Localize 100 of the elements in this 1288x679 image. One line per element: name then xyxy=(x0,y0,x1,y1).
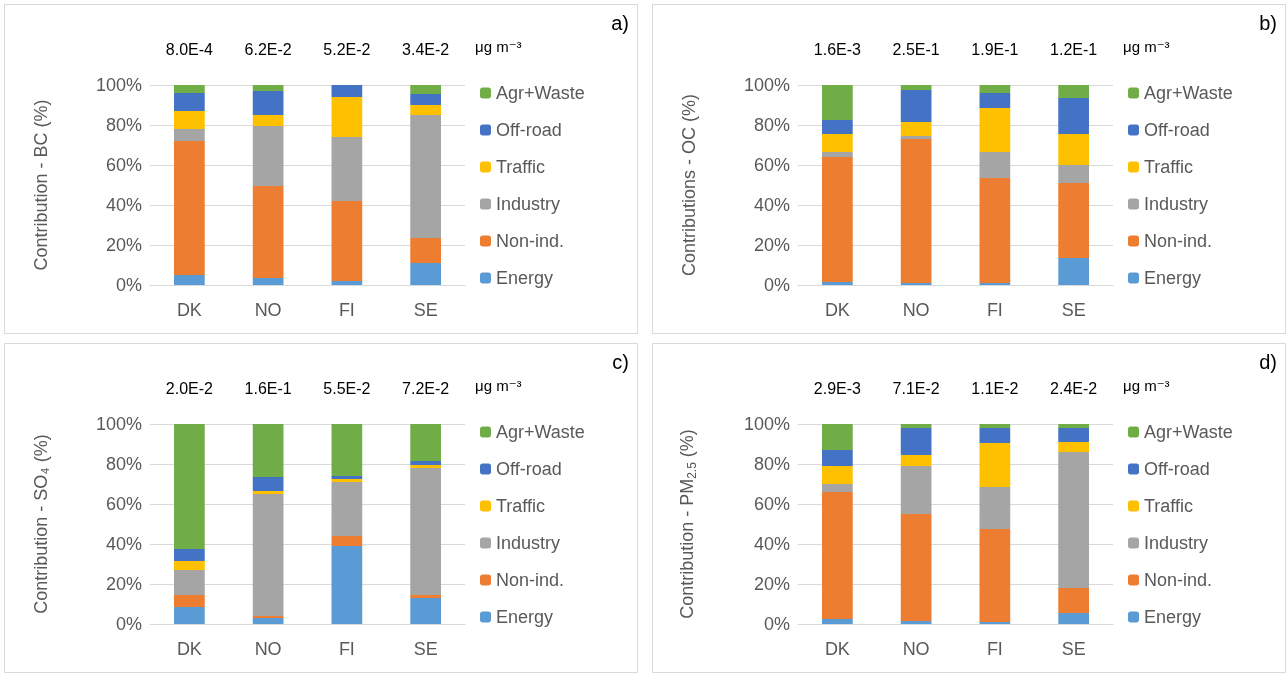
bar xyxy=(979,487,1011,529)
bar xyxy=(331,281,363,285)
bar xyxy=(410,238,441,263)
x-tick-label: SE xyxy=(413,639,438,659)
bar xyxy=(174,549,205,561)
bar xyxy=(252,424,284,477)
x-tick-label: NO xyxy=(254,639,282,659)
bar xyxy=(410,598,441,624)
bar xyxy=(174,129,205,141)
legend-label: Industry xyxy=(1144,194,1209,214)
bar xyxy=(410,424,441,461)
text: 5.2E-2 xyxy=(323,40,371,58)
bar xyxy=(822,157,853,282)
bar xyxy=(331,137,363,201)
legend-label: Traffic xyxy=(496,157,546,177)
bar xyxy=(252,186,284,278)
bar xyxy=(900,455,932,466)
text: 1.9E-1 xyxy=(971,40,1019,58)
y-tick-label: 20% xyxy=(105,574,142,594)
legend-label: Traffic xyxy=(1144,496,1194,516)
x-tick-label: DK xyxy=(176,639,202,659)
bar xyxy=(900,621,932,624)
bar xyxy=(900,424,932,428)
bar xyxy=(174,424,205,549)
text: a) xyxy=(611,12,630,34)
legend-label: Agr+Waste xyxy=(1144,83,1233,103)
text: 1.6E-3 xyxy=(813,40,862,58)
x-tick-label: FI xyxy=(338,639,355,659)
y-tick-label: 80% xyxy=(105,115,142,135)
text: μg m⁻³ xyxy=(1123,377,1170,394)
text: d) xyxy=(1259,351,1278,373)
text: μg m⁻³ xyxy=(475,377,522,394)
legend-label: Energy xyxy=(1144,268,1202,288)
x-tick-label: FI xyxy=(338,300,355,320)
bar xyxy=(979,443,1011,487)
x-tick-label: NO xyxy=(902,639,930,659)
legend-label: Industry xyxy=(1144,533,1209,553)
bar xyxy=(252,91,284,115)
bar xyxy=(822,134,853,152)
text: 3.4E-2 xyxy=(402,40,450,58)
bar xyxy=(900,466,932,514)
x-tick-label: FI xyxy=(986,639,1003,659)
y-tick-label: 100% xyxy=(95,414,142,434)
bar xyxy=(331,482,363,536)
text: 5.5E-2 xyxy=(323,379,371,397)
y-tick-label: 0% xyxy=(763,275,790,295)
y-tick-label: 20% xyxy=(753,235,790,255)
text: 7.1E-2 xyxy=(892,379,940,397)
x-tick-label: SE xyxy=(1061,639,1086,659)
legend-label: Industry xyxy=(496,194,561,214)
legend-label: Non-ind. xyxy=(1144,231,1213,251)
text: μg m⁻³ xyxy=(1123,38,1170,55)
y-axis-title: Contribution - BC (%) xyxy=(31,99,51,271)
bar xyxy=(900,139,932,283)
bar xyxy=(410,94,441,105)
bar xyxy=(252,491,284,494)
y-tick-label: 80% xyxy=(105,454,142,474)
y-tick-label: 80% xyxy=(753,454,790,474)
bar xyxy=(410,461,441,465)
bar xyxy=(331,546,363,624)
text: 2.5E-1 xyxy=(892,40,940,58)
bar xyxy=(331,85,363,97)
bar xyxy=(822,484,853,492)
text: 6.2E-2 xyxy=(244,40,292,58)
bar xyxy=(174,111,205,129)
text: 2.0E-2 xyxy=(165,379,214,397)
bar xyxy=(900,136,932,139)
bar xyxy=(252,85,284,91)
y-tick-label: 100% xyxy=(95,75,142,95)
bar xyxy=(331,536,363,546)
bar xyxy=(900,428,932,455)
y-tick-label: 0% xyxy=(115,614,142,634)
bar xyxy=(900,122,932,136)
legend-label: Energy xyxy=(496,607,554,627)
bar xyxy=(252,618,284,624)
bar xyxy=(410,263,441,285)
x-tick-label: NO xyxy=(254,300,282,320)
y-tick-label: 40% xyxy=(753,534,790,554)
legend-label: Energy xyxy=(496,268,554,288)
legend-label: Industry xyxy=(496,533,561,553)
text: 8.0E-4 xyxy=(165,40,214,58)
y-tick-label: 40% xyxy=(753,195,790,215)
legend-label: Off-road xyxy=(496,120,562,140)
bar xyxy=(900,90,932,122)
legend-label: Non-ind. xyxy=(1144,570,1213,590)
x-tick-label: SE xyxy=(1061,300,1086,320)
bar xyxy=(822,85,853,120)
text: 7.2E-2 xyxy=(402,379,450,397)
bar xyxy=(1058,452,1089,588)
y-tick-label: 60% xyxy=(105,155,142,175)
bar xyxy=(822,619,853,624)
bar xyxy=(979,529,1011,622)
x-tick-label: DK xyxy=(176,300,202,320)
legend-label: Traffic xyxy=(1144,157,1194,177)
legend-label: Energy xyxy=(1144,607,1202,627)
legend-label: Off-road xyxy=(1144,459,1210,479)
bar xyxy=(822,466,853,484)
x-tick-label: DK xyxy=(824,639,850,659)
y-tick-label: 60% xyxy=(105,494,142,514)
bar xyxy=(410,105,441,115)
